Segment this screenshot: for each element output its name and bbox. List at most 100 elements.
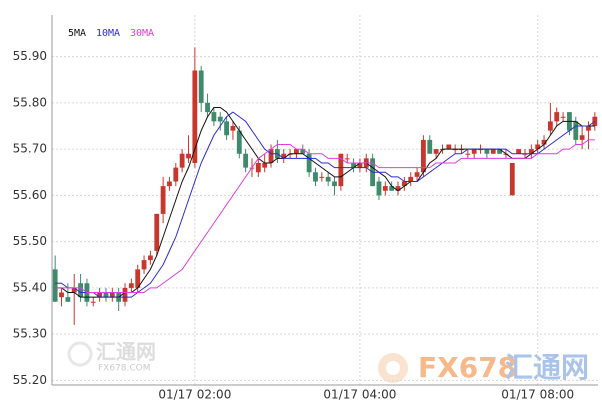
- candle-body: [395, 186, 401, 191]
- candle-body: [97, 292, 103, 298]
- candle-body: [389, 186, 395, 191]
- candle-body: [109, 292, 115, 298]
- legend-entry: 10MA: [96, 28, 120, 39]
- candle-body: [173, 167, 179, 182]
- y-tick-label: 55.30: [13, 327, 47, 341]
- ma-line: [55, 107, 595, 298]
- y-tick-label: 55.40: [13, 280, 47, 294]
- candle-body: [319, 176, 325, 178]
- candle-body: [243, 153, 249, 168]
- watermark-text: 汇通网: [96, 340, 156, 364]
- x-tick-label: 01/17 08:00: [501, 388, 574, 402]
- candle-body: [478, 149, 483, 151]
- candle-body: [154, 213, 160, 251]
- y-tick-label: 55.70: [13, 142, 47, 156]
- candle-body: [427, 139, 433, 154]
- logo-ring: [67, 341, 93, 367]
- y-tick-label: 55.60: [13, 188, 47, 202]
- candle-body: [351, 163, 356, 168]
- grid: [52, 15, 598, 385]
- candle-body: [554, 112, 560, 122]
- candle-body: [452, 149, 458, 151]
- candle-body: [459, 149, 464, 151]
- y-tick-label: 55.90: [13, 49, 47, 63]
- candle-body: [224, 121, 230, 136]
- candle-body: [103, 292, 109, 298]
- candle-body: [414, 172, 420, 177]
- candle-body: [420, 139, 426, 173]
- candle-body: [313, 172, 318, 182]
- x-tick-label: 01/17 02:00: [158, 388, 231, 402]
- candle-body: [541, 139, 547, 145]
- candle-body: [90, 301, 96, 303]
- watermark-text: FX678: [418, 351, 517, 384]
- candle-body: [471, 149, 477, 154]
- candle-body: [465, 153, 471, 155]
- candle-body: [509, 163, 515, 196]
- candle-body: [128, 283, 134, 288]
- legend-entry: 30MA: [130, 28, 154, 39]
- candle-body: [490, 149, 496, 154]
- ma-line: [55, 139, 595, 293]
- logo-center: [386, 361, 400, 375]
- candle-body: [516, 149, 522, 154]
- candle-body: [306, 153, 312, 173]
- plot: [52, 47, 598, 325]
- candle-body: [141, 260, 147, 270]
- y-tick-label: 55.50: [13, 234, 47, 248]
- y-tick-label: 55.20: [13, 373, 47, 387]
- candle-body: [179, 153, 185, 168]
- legend: 5MA 10MA 30MA: [68, 28, 154, 39]
- candle-body: [294, 149, 299, 154]
- candle-body: [59, 292, 64, 298]
- candle-body: [376, 181, 382, 196]
- ma-line: [55, 111, 596, 298]
- candle-body: [573, 121, 579, 140]
- candle-body: [484, 149, 490, 154]
- candle-body: [167, 181, 172, 187]
- candle-body: [205, 102, 210, 113]
- candle-body: [262, 163, 268, 168]
- candle-body: [135, 269, 141, 288]
- candle-body: [78, 283, 83, 298]
- candle-body: [217, 116, 223, 122]
- candle-body: [192, 70, 198, 163]
- candle-body: [211, 112, 217, 122]
- candle-body: [281, 153, 287, 159]
- candle-body: [230, 126, 236, 131]
- candle-body: [122, 287, 128, 302]
- candle-body: [433, 149, 439, 154]
- watermark-text: 汇通网: [505, 351, 589, 384]
- candle-body: [71, 287, 77, 293]
- candle-body: [382, 186, 388, 191]
- candle-body: [236, 130, 242, 154]
- y-tick-label: 55.80: [13, 95, 47, 109]
- watermark-text: FX678.COM: [98, 364, 151, 374]
- candle-body: [338, 153, 344, 187]
- candle-body: [332, 181, 337, 187]
- candle-body: [446, 144, 452, 150]
- candle-body: [408, 176, 414, 182]
- candle-body: [160, 186, 166, 214]
- candle-body: [401, 181, 407, 187]
- candle-body: [535, 144, 541, 150]
- candle-body: [300, 149, 306, 154]
- candle-body: [52, 269, 58, 302]
- candle-body: [255, 163, 261, 173]
- candle-body: [579, 135, 585, 140]
- candle-body: [357, 163, 363, 168]
- candle-body: [65, 297, 71, 302]
- candle-body: [560, 116, 566, 118]
- candle-body: [186, 153, 191, 159]
- candle-body: [547, 121, 553, 131]
- watermark-left-logo: [67, 341, 93, 367]
- legend-entry: 5MA: [68, 28, 86, 39]
- candle-body: [586, 126, 591, 131]
- candle-body: [147, 255, 153, 261]
- candle-body: [497, 149, 503, 154]
- candle-body: [325, 176, 331, 182]
- watermark-right-logo: [378, 353, 408, 383]
- x-tick-label: 01/17 04:00: [323, 388, 396, 402]
- candle-body: [198, 70, 204, 103]
